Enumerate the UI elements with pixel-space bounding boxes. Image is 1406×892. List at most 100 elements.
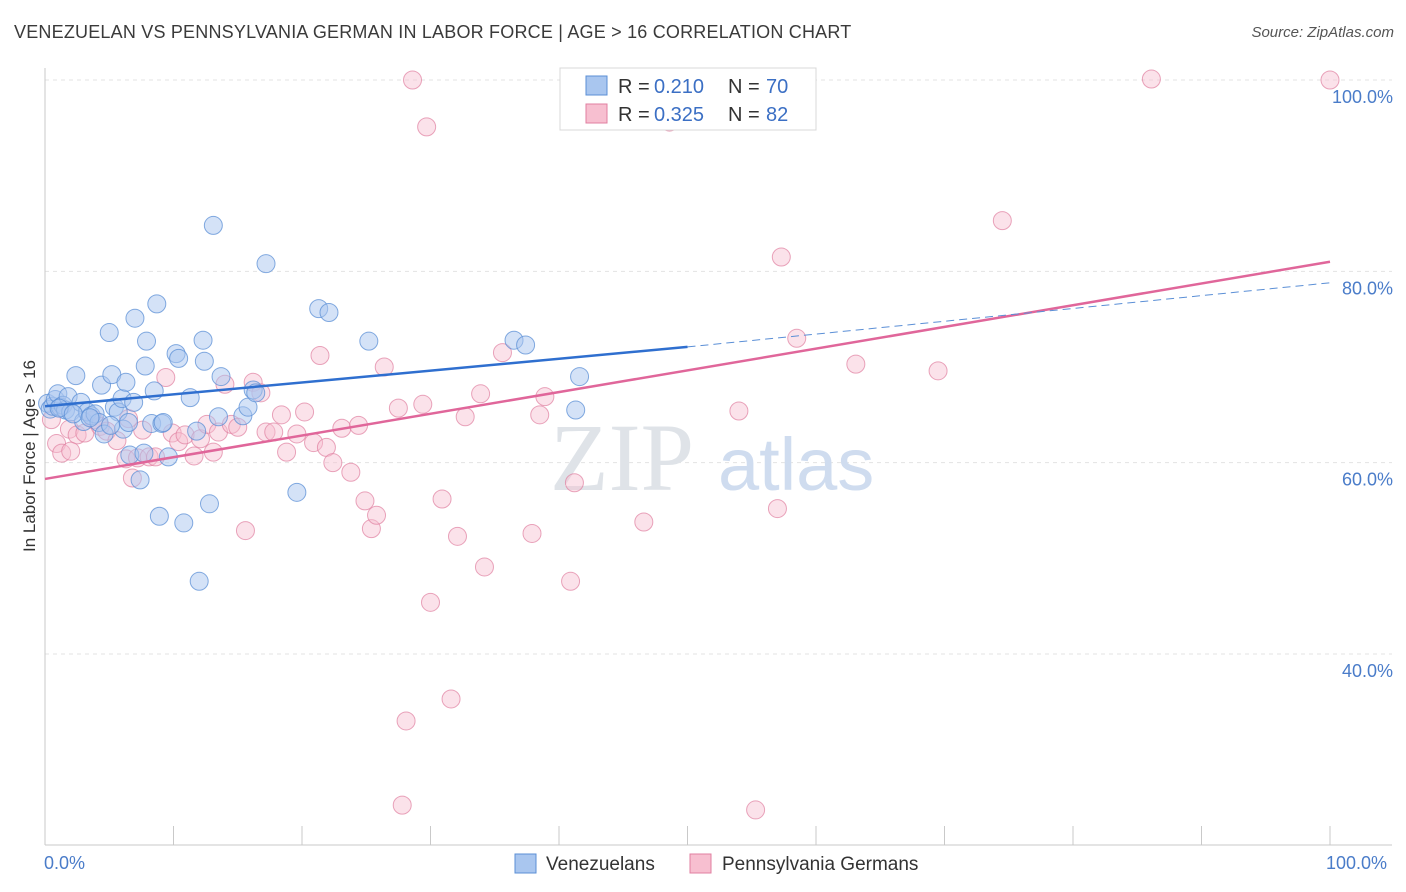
pa-german-point (271, 405, 291, 425)
pa-german-point (441, 689, 461, 709)
pa-german-point (1141, 69, 1161, 89)
bottom-legend-pa-german-label: Pennsylvania Germans (722, 854, 918, 875)
legend-r-value-2: 0.325 (654, 104, 704, 126)
top-legend: R = 0.210 N = 70 R = 0.325 N = 82 (559, 67, 817, 131)
pa-german-point (471, 384, 491, 404)
pa-german-point (403, 70, 423, 90)
pa-german-point (474, 557, 494, 577)
x-ticks (173, 826, 1331, 845)
bottom-legend-venezuelan-swatch (514, 853, 537, 874)
pa-german-point (522, 523, 542, 543)
venezuelan-point (287, 482, 307, 502)
pa-german-point (1320, 70, 1340, 90)
pa-german-point (323, 453, 343, 473)
trend-lines (44, 260, 1331, 481)
pa-german-point (447, 526, 467, 546)
legend-n-value-2: 82 (766, 104, 788, 126)
venezuelan-trend-extension (687, 282, 1331, 348)
venezuelan-points (38, 215, 590, 591)
pa-german-point (992, 211, 1012, 231)
pa-german-point (413, 394, 433, 414)
pa-german-point (295, 402, 315, 422)
venezuelan-point (566, 400, 586, 420)
pa-german-point (455, 407, 475, 427)
venezuelan-point (169, 348, 189, 368)
pa-german-point (277, 442, 297, 462)
pa-german-point (156, 368, 176, 388)
legend-n-label-1: N = (728, 76, 760, 98)
pa-german-point (355, 491, 375, 511)
y-tick-label-100: 100.0% (1332, 87, 1393, 107)
y-tick-label-80: 80.0% (1342, 278, 1393, 298)
source-label: Source: ZipAtlas.com (1251, 24, 1394, 41)
chart-title: VENEZUELAN VS PENNSYLVANIA GERMAN IN LAB… (14, 22, 852, 42)
bottom-legend: Venezuelans Pennsylvania Germans (514, 853, 918, 875)
pa-german-point (235, 521, 255, 541)
venezuelan-point (211, 367, 231, 387)
pa-german-point (767, 499, 787, 519)
venezuelan-point (193, 330, 213, 350)
venezuelan-point (194, 351, 214, 371)
pa-german-point (564, 473, 584, 493)
venezuelan-point (187, 421, 207, 441)
venezuelan-point (116, 372, 136, 392)
y-tick-labels: 40.0% 60.0% 80.0% 100.0% (1332, 87, 1393, 681)
venezuelan-point (124, 392, 144, 412)
venezuelan-point (153, 412, 173, 432)
venezuelan-point (359, 331, 379, 351)
pa-german-point (846, 354, 866, 374)
venezuelan-point (149, 506, 169, 526)
pa-german-point (287, 424, 307, 444)
pa-german-point (310, 346, 330, 366)
bottom-legend-pa-german-swatch (689, 853, 712, 874)
venezuelan-point (189, 571, 209, 591)
pa-german-point (417, 117, 437, 137)
axes (44, 68, 1392, 846)
pa-german-point (341, 462, 361, 482)
venezuelan-point (208, 407, 228, 427)
pa-german-point (928, 361, 948, 381)
x-tick-label-max: 100.0% (1326, 853, 1387, 873)
pa-german-point (771, 247, 791, 267)
venezuelan-point (199, 494, 219, 514)
pa-german-point (729, 401, 749, 421)
venezuelan-point (66, 366, 86, 386)
venezuelan-point (319, 302, 339, 322)
pa-german-point (396, 711, 416, 731)
venezuelan-point (99, 323, 119, 343)
grid-lines (45, 79, 1392, 655)
pa-german-point (421, 592, 440, 612)
venezuelan-point (516, 335, 536, 355)
pa-german-point (634, 512, 654, 532)
legend-r-label-2: R = (618, 104, 650, 126)
venezuelan-point (80, 408, 100, 428)
pa-german-point (492, 343, 512, 363)
venezuelan-point (137, 331, 157, 351)
pa-german-point (61, 441, 81, 461)
legend-r-label-1: R = (618, 76, 650, 98)
pa-german-point (530, 405, 550, 425)
legend-venezuelan-swatch (585, 75, 608, 96)
venezuelan-point (130, 470, 150, 490)
y-axis-title: In Labor Force | Age > 16 (20, 360, 39, 552)
venezuelan-point (256, 254, 276, 274)
venezuelan-point (147, 294, 167, 314)
venezuelan-point (101, 415, 121, 435)
venezuelan-point (135, 356, 155, 376)
pa-german-point (392, 795, 412, 815)
bottom-legend-venezuelan-label: Venezuelans (546, 854, 655, 875)
pa-german-trend-line (44, 260, 1331, 481)
legend-n-label-2: N = (728, 104, 760, 126)
watermark-zip: ZIP (550, 404, 694, 511)
pa-german-point (746, 800, 766, 820)
pa-german-point (367, 505, 387, 525)
x-tick-label-min: 0.0% (44, 853, 85, 873)
venezuelan-point (119, 412, 139, 432)
y-tick-label-60: 60.0% (1342, 470, 1393, 490)
legend-pa-german-swatch (585, 103, 608, 124)
venezuelan-point (125, 308, 145, 328)
pa-german-point (432, 489, 452, 509)
y-tick-label-40: 40.0% (1342, 661, 1393, 681)
venezuelan-point (174, 513, 194, 533)
watermark: ZIP atlas (550, 404, 874, 511)
